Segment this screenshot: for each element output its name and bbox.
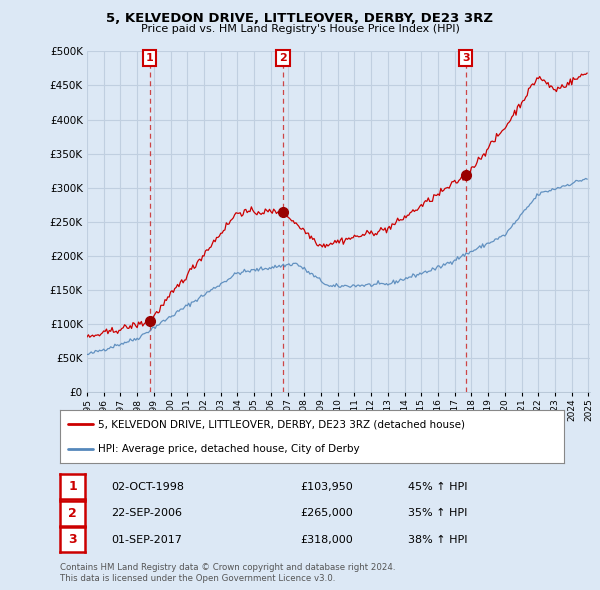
Text: £103,950: £103,950 — [300, 482, 353, 491]
Text: Contains HM Land Registry data © Crown copyright and database right 2024.: Contains HM Land Registry data © Crown c… — [60, 563, 395, 572]
Text: 35% ↑ HPI: 35% ↑ HPI — [408, 509, 467, 518]
Text: 5, KELVEDON DRIVE, LITTLEOVER, DERBY, DE23 3RZ: 5, KELVEDON DRIVE, LITTLEOVER, DERBY, DE… — [107, 12, 493, 25]
Text: 2: 2 — [68, 507, 77, 520]
Text: 3: 3 — [462, 53, 470, 63]
Text: 1: 1 — [146, 53, 154, 63]
Text: HPI: Average price, detached house, City of Derby: HPI: Average price, detached house, City… — [98, 444, 359, 454]
Text: 3: 3 — [68, 533, 77, 546]
Text: £318,000: £318,000 — [300, 535, 353, 545]
Text: 2: 2 — [279, 53, 287, 63]
Text: £265,000: £265,000 — [300, 509, 353, 518]
Text: Price paid vs. HM Land Registry's House Price Index (HPI): Price paid vs. HM Land Registry's House … — [140, 24, 460, 34]
Text: 02-OCT-1998: 02-OCT-1998 — [111, 482, 184, 491]
Text: This data is licensed under the Open Government Licence v3.0.: This data is licensed under the Open Gov… — [60, 574, 335, 583]
Text: 5, KELVEDON DRIVE, LITTLEOVER, DERBY, DE23 3RZ (detached house): 5, KELVEDON DRIVE, LITTLEOVER, DERBY, DE… — [98, 419, 465, 430]
Text: 01-SEP-2017: 01-SEP-2017 — [111, 535, 182, 545]
Text: 22-SEP-2006: 22-SEP-2006 — [111, 509, 182, 518]
Text: 45% ↑ HPI: 45% ↑ HPI — [408, 482, 467, 491]
Text: 1: 1 — [68, 480, 77, 493]
Text: 38% ↑ HPI: 38% ↑ HPI — [408, 535, 467, 545]
